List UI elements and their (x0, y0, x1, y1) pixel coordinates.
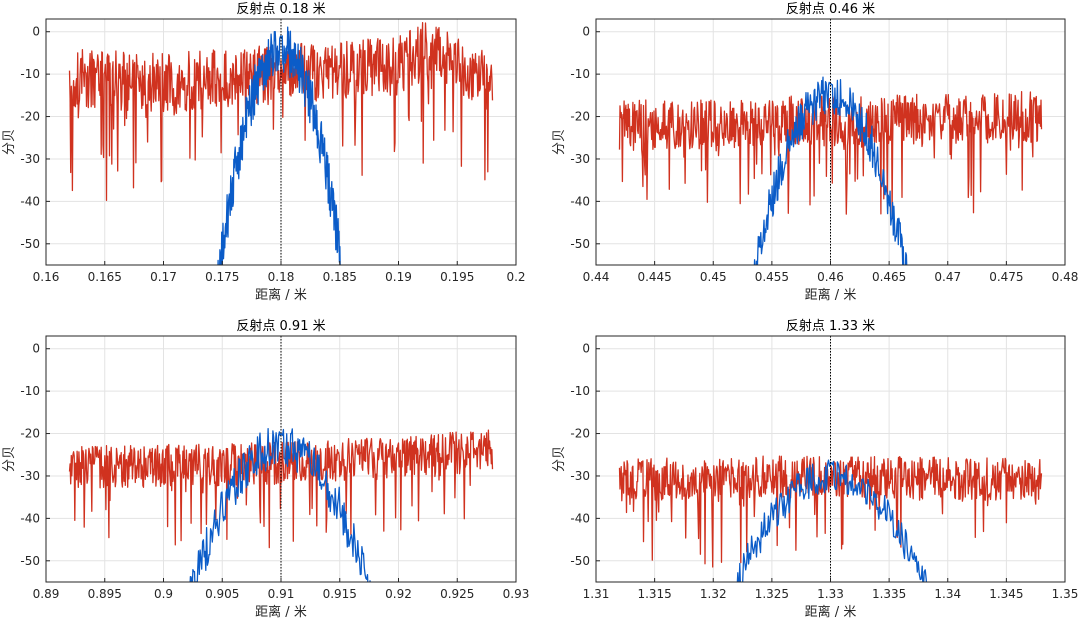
x-tick-label: 1.335 (872, 587, 906, 601)
x-tick-label: 0.16 (33, 270, 60, 284)
subplot-2: 0.44 0.445 0.45 0.455 0.46 0.465 0.47 0.475 0.48… (552, 1, 1078, 303)
x-tick-label: 1.345 (989, 587, 1023, 601)
y-axis-label: 分贝 (2, 129, 17, 155)
x-tick-label: 0.165 (88, 270, 122, 284)
y-tick-label: 0 (32, 25, 40, 39)
y-axis-label: 分贝 (2, 446, 17, 472)
x-tick-label: 0.92 (385, 587, 412, 601)
plot-area (68, 22, 494, 265)
y-tick-label: -40 (570, 511, 590, 525)
x-axis-label: 距离 / 米 (255, 604, 307, 620)
x-axis-label: 距离 / 米 (805, 604, 857, 620)
y-tick-label: -50 (570, 554, 590, 568)
x-tick-label: 0.17 (150, 270, 177, 284)
y-tick-label: -20 (570, 427, 590, 441)
x-axis-label: 距离 / 米 (805, 287, 857, 303)
x-tick-label: 1.315 (637, 587, 671, 601)
x-tick-label: 0.905 (205, 587, 239, 601)
y-tick-label: -20 (20, 110, 40, 124)
subplot-title: 反射点 0.46 米 (786, 1, 875, 17)
y-tick-label: -40 (20, 511, 40, 525)
subplot-title: 反射点 0.18 米 (236, 1, 325, 17)
x-tick-label: 0.475 (989, 270, 1023, 284)
subplot-4: 1.31 1.315 1.32 1.325 1.33 1.335 1.34 1.345 1.35… (552, 318, 1078, 620)
x-tick-label: 0.93 (503, 587, 530, 601)
x-tick-label: 0.18 (268, 270, 295, 284)
x-tick-label: 0.925 (440, 587, 474, 601)
x-tick-label: 0.48 (1052, 270, 1079, 284)
y-tick-label: -50 (570, 237, 590, 251)
x-tick-label: 0.175 (205, 270, 239, 284)
x-tick-label: 0.44 (583, 270, 610, 284)
y-tick-label: -40 (20, 194, 40, 208)
x-tick-label: 1.32 (700, 587, 727, 601)
y-tick-label: 0 (582, 342, 590, 356)
y-tick-label: -30 (20, 469, 40, 483)
y-axis-label: 分贝 (552, 129, 567, 155)
plot-area (68, 428, 494, 582)
y-tick-label: -10 (570, 67, 590, 81)
x-tick-label: 0.445 (637, 270, 671, 284)
reflection-series-line (189, 428, 371, 582)
x-tick-label: 0.185 (323, 270, 357, 284)
y-tick-label: -30 (570, 152, 590, 166)
x-tick-label: 0.91 (268, 587, 295, 601)
x-tick-label: 1.31 (583, 587, 610, 601)
y-tick-label: 0 (582, 25, 590, 39)
x-tick-label: 0.89 (33, 587, 60, 601)
x-tick-label: 0.2 (506, 270, 525, 284)
y-tick-label: -10 (20, 67, 40, 81)
y-tick-label: -40 (570, 194, 590, 208)
x-tick-label: 0.19 (385, 270, 412, 284)
x-tick-label: 0.455 (755, 270, 789, 284)
y-tick-label: -20 (20, 427, 40, 441)
y-tick-label: -20 (570, 110, 590, 124)
y-tick-label: -50 (20, 554, 40, 568)
y-tick-label: -50 (20, 237, 40, 251)
reflection-series-line (736, 459, 928, 582)
x-tick-label: 0.47 (934, 270, 961, 284)
x-tick-label: 0.9 (154, 587, 173, 601)
reflection-series-line (217, 26, 341, 265)
x-tick-label: 0.895 (88, 587, 122, 601)
y-tick-label: -10 (20, 384, 40, 398)
subplot-3: 0.89 0.895 0.9 0.905 0.91 0.915 0.92 0.925 0.93 0… (2, 318, 529, 620)
x-tick-label: 0.195 (440, 270, 474, 284)
background-series-line (68, 429, 494, 549)
x-tick-label: 0.45 (700, 270, 727, 284)
y-tick-label: -30 (20, 152, 40, 166)
y-tick-label: 0 (32, 342, 40, 356)
x-tick-label: 1.325 (755, 587, 789, 601)
x-tick-label: 0.46 (817, 270, 844, 284)
subplot-title: 反射点 0.91 米 (236, 318, 325, 334)
y-axis-label: 分贝 (552, 446, 567, 472)
background-series-line (68, 22, 494, 202)
x-tick-label: 1.33 (817, 587, 844, 601)
x-tick-label: 0.465 (872, 270, 906, 284)
subplot-1: 0.16 0.165 0.17 0.175 0.18 0.185 0.19 0.195 0.2 0… (2, 1, 526, 303)
y-tick-label: -30 (570, 469, 590, 483)
subplot-title: 反射点 1.33 米 (786, 318, 875, 334)
x-axis-label: 距离 / 米 (255, 287, 307, 303)
x-tick-label: 0.915 (323, 587, 357, 601)
y-tick-label: -10 (570, 384, 590, 398)
x-tick-label: 1.34 (934, 587, 961, 601)
x-tick-label: 1.35 (1052, 587, 1079, 601)
